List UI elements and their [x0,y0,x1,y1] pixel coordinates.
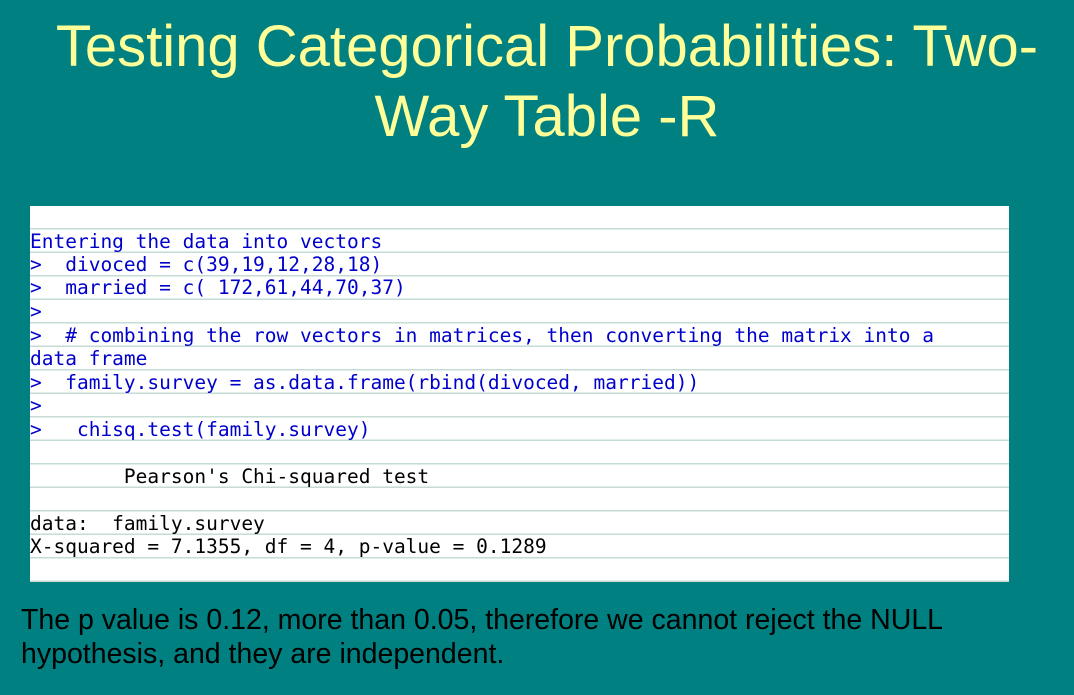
console-line: > divoced = c(39,19,12,28,18) [30,253,383,276]
console-line: Entering the data into vectors [30,230,383,253]
console-line: > # combining the row vectors in matrice… [30,324,934,347]
console-line: > family.survey = as.data.frame(rbind(di… [30,371,700,394]
conclusion-text: The p value is 0.12, more than 0.05, the… [21,604,942,670]
console-line: > married = c( 172,61,44,70,37) [30,276,406,299]
console-line: > [30,300,42,323]
console-line: data: family.survey [30,512,265,535]
slide-title: Testing Categorical Probabilities: Two-W… [55,14,1039,149]
console-line: > chisq.test(family.survey) [30,418,371,441]
console-line: X-squared = 7.1355, df = 4, p-value = 0.… [30,535,547,558]
console-line: > [30,394,42,417]
r-console-output: Entering the data into vectors > divoced… [30,206,1009,582]
console-line: Pearson's Chi-squared test [30,465,430,488]
console-line: data frame [30,347,148,370]
